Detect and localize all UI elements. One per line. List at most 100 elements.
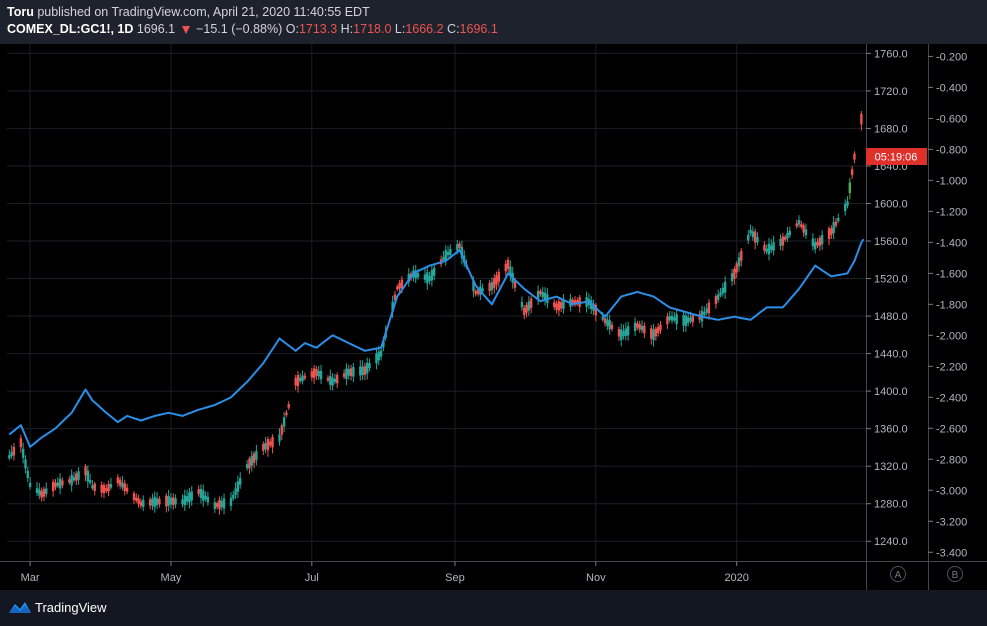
candle-body [366, 362, 369, 374]
candle-body [188, 492, 191, 503]
price-tick-label: 1600.0 [874, 198, 908, 210]
candle-body [204, 495, 207, 500]
publish-info: Toru published on TradingView.com, April… [7, 5, 370, 19]
candle [234, 482, 237, 500]
candle [349, 364, 353, 381]
candle-body [601, 316, 604, 320]
candle-body [218, 499, 221, 510]
candle-body [460, 246, 464, 259]
ratio-tick-label: -3.200 [936, 516, 967, 528]
tradingview-brand[interactable]: TradingView [35, 600, 107, 615]
candle-body [527, 301, 531, 311]
candle [333, 374, 337, 385]
candle-body [832, 222, 835, 234]
candle [442, 251, 445, 263]
candle-body [352, 367, 355, 377]
candle [132, 491, 136, 505]
candle [795, 219, 798, 229]
candle [818, 235, 822, 251]
candle [77, 467, 80, 485]
candle-body [234, 488, 237, 495]
symbol-label[interactable]: COMEX_DL:GC1!, 1D [7, 22, 134, 36]
candle-body [329, 376, 332, 385]
candle [557, 297, 561, 316]
grid-lines [7, 44, 866, 560]
candle [737, 252, 741, 272]
price-tick-label: 1320.0 [874, 461, 908, 473]
ratio-tick-label: -3.000 [936, 485, 967, 497]
candle-body [102, 485, 106, 494]
candle [640, 320, 644, 334]
candle [860, 111, 863, 131]
candle [626, 321, 630, 341]
candle [509, 260, 512, 282]
candle-body [185, 496, 189, 502]
candle [250, 451, 253, 472]
candle-body [315, 368, 318, 376]
candle [668, 311, 671, 323]
candle [398, 280, 401, 293]
candle-body [654, 328, 658, 337]
candle-body [262, 443, 265, 451]
candle [703, 306, 706, 317]
candlestick-series [8, 111, 863, 515]
candle-body [543, 292, 547, 301]
candle-body [35, 488, 39, 494]
author-name[interactable]: Toru [7, 5, 34, 19]
time-tick-label: Sep [445, 572, 465, 584]
candle [347, 364, 350, 380]
tradingview-logo-icon[interactable] [8, 599, 32, 615]
candle [723, 276, 727, 300]
candle-body [269, 441, 272, 446]
candle [368, 358, 371, 372]
candle-body [763, 244, 766, 251]
candle [673, 311, 676, 323]
candle-body [229, 497, 233, 506]
candle [236, 475, 240, 498]
candle [783, 234, 787, 242]
candle [188, 488, 191, 509]
candle [102, 482, 106, 499]
candle [121, 476, 124, 491]
candle [331, 373, 334, 391]
open-value: 1713.3 [298, 22, 338, 36]
candle-body [255, 450, 258, 460]
candle-body [391, 301, 394, 312]
candle-body [652, 329, 655, 341]
scale-button-a[interactable]: A [890, 566, 906, 582]
candle [474, 288, 477, 297]
candle-body [331, 377, 334, 386]
candle-body [100, 484, 103, 493]
candle-body [333, 378, 337, 383]
high-value: 1718.0 [353, 22, 392, 36]
candle-body [361, 366, 364, 375]
time-tick-label: May [161, 572, 182, 584]
scale-button-b[interactable]: B [947, 566, 963, 582]
candle [310, 367, 314, 381]
candle [675, 308, 678, 331]
candle [139, 498, 143, 509]
candle [608, 314, 611, 335]
candle-body [802, 225, 805, 233]
candle-body [151, 498, 154, 506]
ratio-line-series [8, 238, 865, 448]
candle [525, 302, 528, 318]
candle-body [626, 326, 630, 336]
candle-body [379, 350, 383, 357]
candle [520, 296, 524, 311]
candle-body [296, 375, 300, 387]
candle-body [280, 425, 283, 435]
candle [490, 277, 494, 295]
candle-body [749, 229, 752, 234]
candle [123, 479, 126, 496]
candle [202, 484, 205, 507]
ratio-tick-label: -0.200 [936, 51, 967, 63]
candle [213, 497, 217, 513]
candle-body [668, 315, 671, 320]
candle-body [135, 497, 138, 501]
candle [643, 322, 646, 338]
candle [8, 449, 11, 461]
candle [753, 228, 757, 250]
price-tick-label: 1440.0 [874, 349, 908, 361]
price-chart[interactable]: 1760.01720.01680.01640.01600.01560.01520… [0, 0, 987, 590]
